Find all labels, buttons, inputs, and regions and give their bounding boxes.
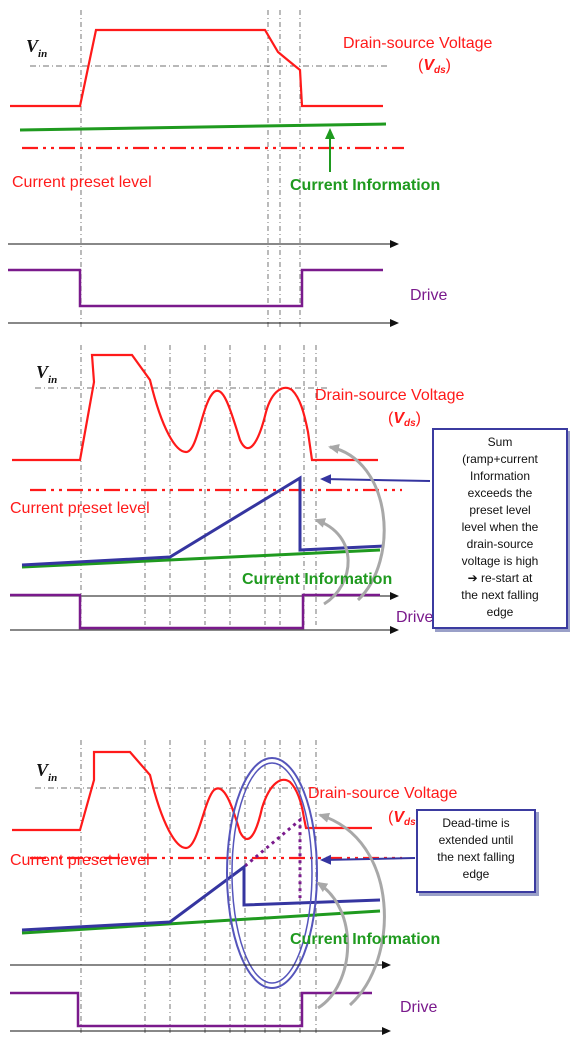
vds-waveform-2 (12, 353, 378, 462)
note-arrow-2 (320, 474, 431, 485)
highlight-ellipse-outer (226, 757, 318, 989)
sum-note-line: (ramp+current (462, 452, 538, 466)
sum-note-line: edge (486, 605, 514, 619)
drive-waveform-3 (10, 991, 372, 1028)
deadtime-extension-dotted (244, 816, 302, 898)
drive-waveform-2 (10, 593, 380, 630)
sum-note-line: Information (469, 469, 531, 483)
deadtime-note-line: extended until (438, 833, 514, 847)
callout-curve-3b (316, 881, 350, 1010)
deadtime-note-line: the next falling (437, 850, 515, 864)
drive-label-2: Drive (396, 609, 433, 626)
preset-level-label-3: Current preset level (10, 852, 150, 869)
current-info-line-2 (21, 548, 381, 569)
deadtime-note-line: edge (462, 867, 490, 881)
sum-note-line: level when the (461, 520, 539, 534)
drive-label-1: Drive (410, 287, 447, 304)
callout-curve-3a (318, 812, 386, 1007)
callout-curve-2a (328, 443, 386, 602)
sum-note-line: drain-source (466, 537, 534, 551)
panel-1: Vin Drain-source Voltage (Vds) Current p… (8, 10, 493, 330)
current-info-label-3: Current Information (290, 931, 440, 948)
drive-waveform-1 (8, 268, 383, 308)
guide-lines-3 (80, 740, 317, 1035)
guide-lines-1 (80, 10, 301, 330)
guide-lines-2 (80, 345, 317, 625)
sum-note-line: Sum (487, 435, 513, 449)
vds-waveform-1 (10, 28, 383, 108)
vin-label-1: Vin (26, 36, 47, 60)
sum-note-line: exceeds the (467, 486, 533, 500)
current-info-label-2: Current Information (242, 571, 392, 588)
vds-symbol-1: (Vds) (418, 57, 451, 76)
sum-note-line: voltage is high (461, 554, 539, 568)
vin-label-3: Vin (36, 760, 57, 784)
current-info-label-1: Current Information (290, 177, 440, 194)
sum-note-box: Sum (ramp+current Information exceeds th… (432, 428, 568, 629)
vds-title-1: Drain-source Voltage (343, 35, 493, 52)
ramp-sum-waveform-3 (21, 864, 381, 932)
deadtime-note-box: Dead-time is extended until the next fal… (416, 809, 536, 893)
panel-2: Vin Drain-source Voltage (Vds) Current p… (10, 345, 465, 634)
panel-3: Vin Drain-source Voltage (Vds) Current p… (10, 740, 458, 1035)
callout-curve-2b (314, 518, 350, 606)
note-arrow-3 (320, 854, 416, 865)
highlight-ellipse-inner (231, 762, 313, 984)
preset-level-label-2: Current preset level (10, 500, 150, 517)
current-info-line-1 (19, 122, 387, 132)
deadtime-note-line: Dead-time is (442, 816, 510, 830)
sum-note-line: the next falling (461, 588, 539, 602)
vds-title-2: Drain-source Voltage (315, 387, 465, 404)
drive-label-3: Drive (400, 999, 437, 1016)
vin-label-2: Vin (36, 362, 57, 386)
current-info-line-3 (21, 909, 381, 935)
sum-note-line: preset level (469, 503, 531, 517)
sum-note-line: ➔ re-start at (467, 571, 533, 585)
vds-symbol-2: (Vds) (388, 410, 421, 429)
vds-title-3: Drain-source Voltage (308, 785, 458, 802)
ramp-sum-waveform-2 (21, 475, 385, 567)
preset-level-label-1: Current preset level (12, 174, 152, 191)
